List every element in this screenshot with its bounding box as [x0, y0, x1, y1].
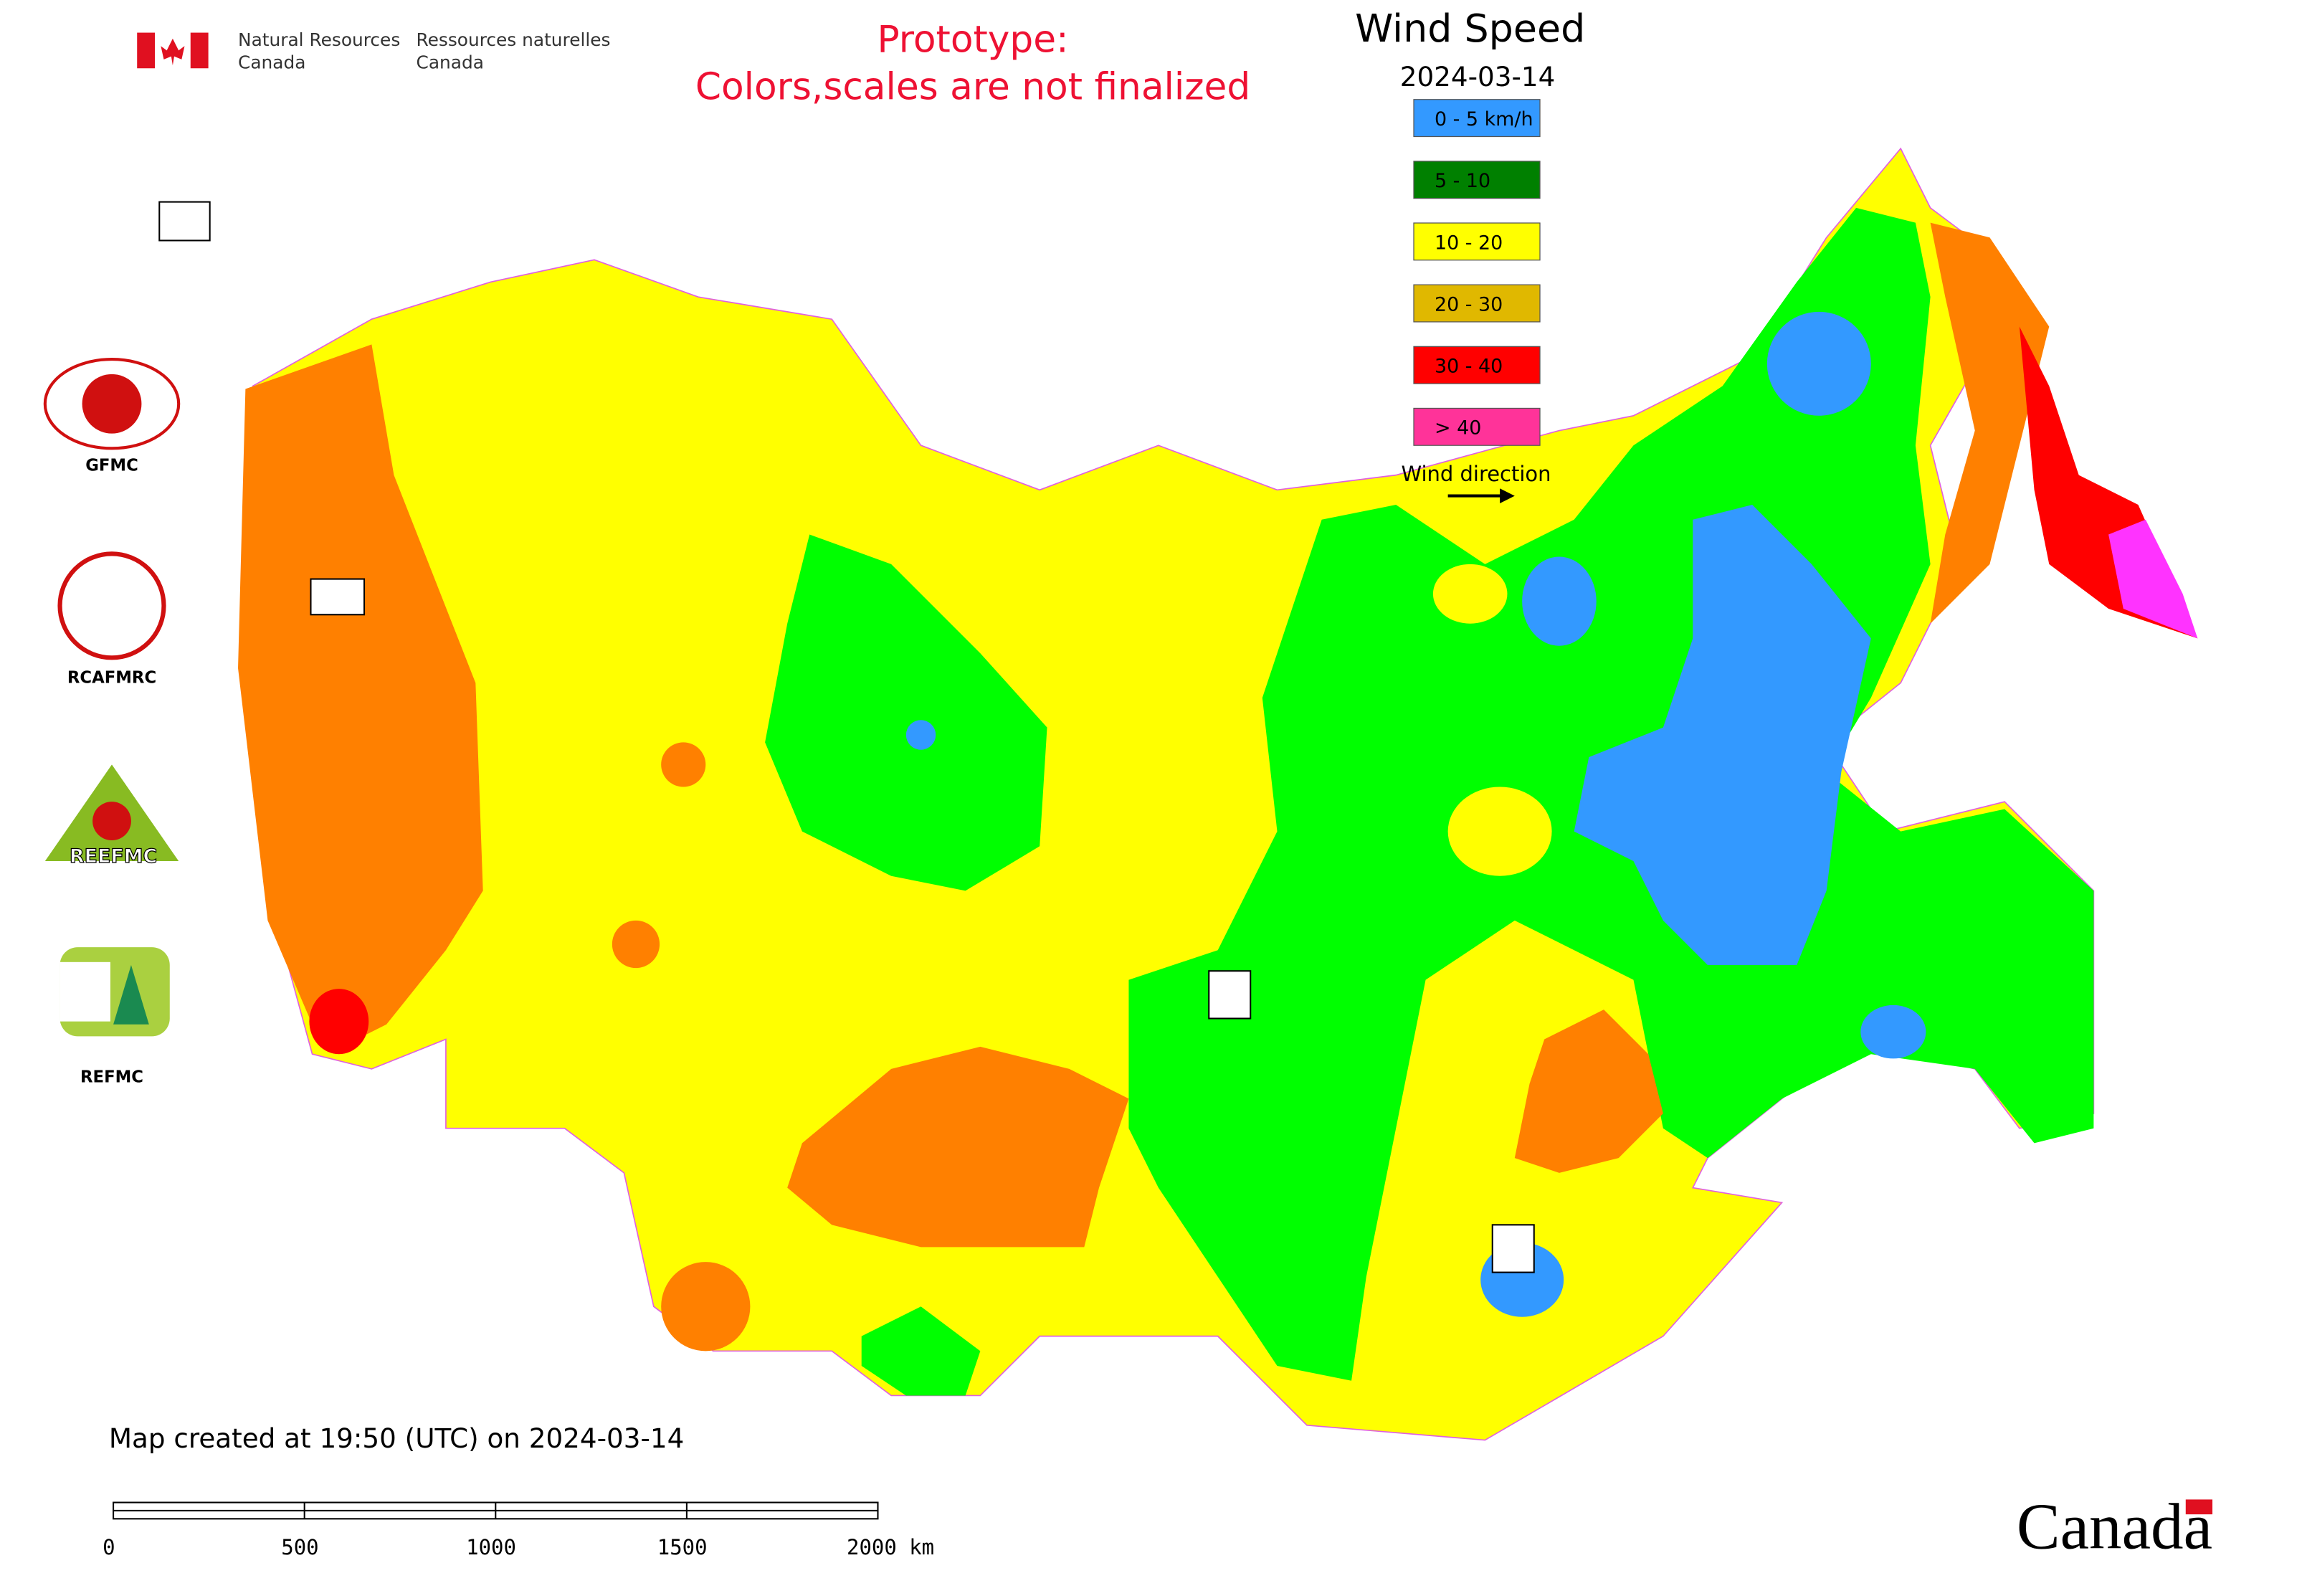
legend-swatch	[1413, 346, 1541, 384]
legend-label: 5 - 10	[1435, 170, 1490, 192]
scale-label: 0	[103, 1535, 115, 1559]
footer: Map created at 19:50 (UTC) on 2024-03-14…	[103, 1422, 2213, 1563]
legend-direction: Wind direction	[1401, 462, 1551, 486]
map	[238, 147, 2198, 1441]
logo-refmc-stripes	[60, 961, 110, 1022]
region-orange-baikal	[1514, 1010, 1663, 1173]
map-created: Map created at 19:50 (UTC) on 2024-03-14	[109, 1422, 684, 1454]
direction-arrowhead	[1500, 488, 1515, 503]
map-marker	[1208, 970, 1252, 1020]
region-orange-west	[238, 344, 483, 1040]
logo-gfmc	[43, 358, 181, 450]
agency-fr: Canada	[417, 52, 484, 72]
logo-label: RCAFMRC	[67, 669, 156, 688]
notice: Prototype:	[877, 18, 1068, 61]
scale-label: 1000	[466, 1535, 516, 1559]
region-blue	[1766, 311, 1871, 416]
map-marker	[310, 578, 366, 616]
logo-label: REEFMC	[70, 845, 157, 868]
flag-leaf	[161, 38, 185, 66]
logos: GFMC RCAFMRC REEFMC REFMC	[43, 201, 1535, 1273]
legend-label: > 40	[1435, 417, 1481, 440]
scale-label: 500	[281, 1535, 318, 1559]
scale-label: 1500	[657, 1535, 708, 1559]
region-red	[309, 989, 369, 1055]
logo-label: REFMC	[80, 1068, 143, 1087]
legend-date: 2024-03-14	[1400, 61, 1556, 92]
region-magenta	[2108, 519, 2198, 639]
agency-en: Canada	[238, 52, 305, 72]
flag-bar	[190, 32, 209, 69]
region-orange-east	[1930, 222, 2050, 624]
region-blue	[1860, 1004, 1926, 1059]
legend-swatch	[1413, 284, 1541, 323]
legend-swatch	[1413, 407, 1541, 446]
region-blue	[1574, 505, 1871, 965]
region-green	[765, 534, 1047, 891]
region-blue	[1522, 556, 1597, 646]
agency-en: Natural Resources	[238, 29, 400, 50]
map-marker	[1491, 1224, 1535, 1273]
logo-refmc-mark	[113, 964, 149, 1025]
legend-label: 0 - 5 km/h	[1435, 108, 1533, 130]
legend-title: Wind Speed	[1355, 6, 1585, 51]
logo-reefmc-mark	[92, 802, 131, 841]
legend-swatch	[1413, 222, 1541, 261]
logo-gfmc-mark	[82, 374, 142, 434]
region-orange-central	[787, 1046, 1129, 1248]
region-yellow-inner	[1432, 564, 1508, 624]
region-orange	[661, 1262, 751, 1352]
logo-rcafmrc	[57, 551, 166, 660]
wordmark-flag	[2185, 1499, 2213, 1515]
legend-label: 10 - 20	[1435, 232, 1503, 254]
scale-label: 2000 km	[847, 1535, 934, 1559]
logo-label: GFMC	[85, 456, 138, 475]
region-orange	[661, 742, 706, 787]
region-yellow-inner	[1447, 787, 1552, 876]
region-blue	[905, 720, 936, 750]
region-orange	[612, 920, 660, 969]
region-green-sw	[861, 1306, 981, 1396]
legend-swatch	[1413, 161, 1541, 199]
header: Natural Resources Canada Ressources natu…	[137, 18, 1250, 109]
map-marker	[158, 201, 211, 242]
legend-swatch	[1413, 99, 1541, 138]
agency-fr: Ressources naturelles	[417, 29, 611, 50]
notice: Colors,scales are not finalized	[695, 66, 1250, 109]
legend-label: 20 - 30	[1435, 293, 1503, 315]
wordmark: Canada	[2017, 1491, 2212, 1563]
flag-bar	[137, 32, 156, 69]
legend: Wind Speed 2024-03-14 Wind direction 0 -…	[1355, 6, 1585, 503]
legend-label: 30 - 40	[1435, 356, 1503, 378]
